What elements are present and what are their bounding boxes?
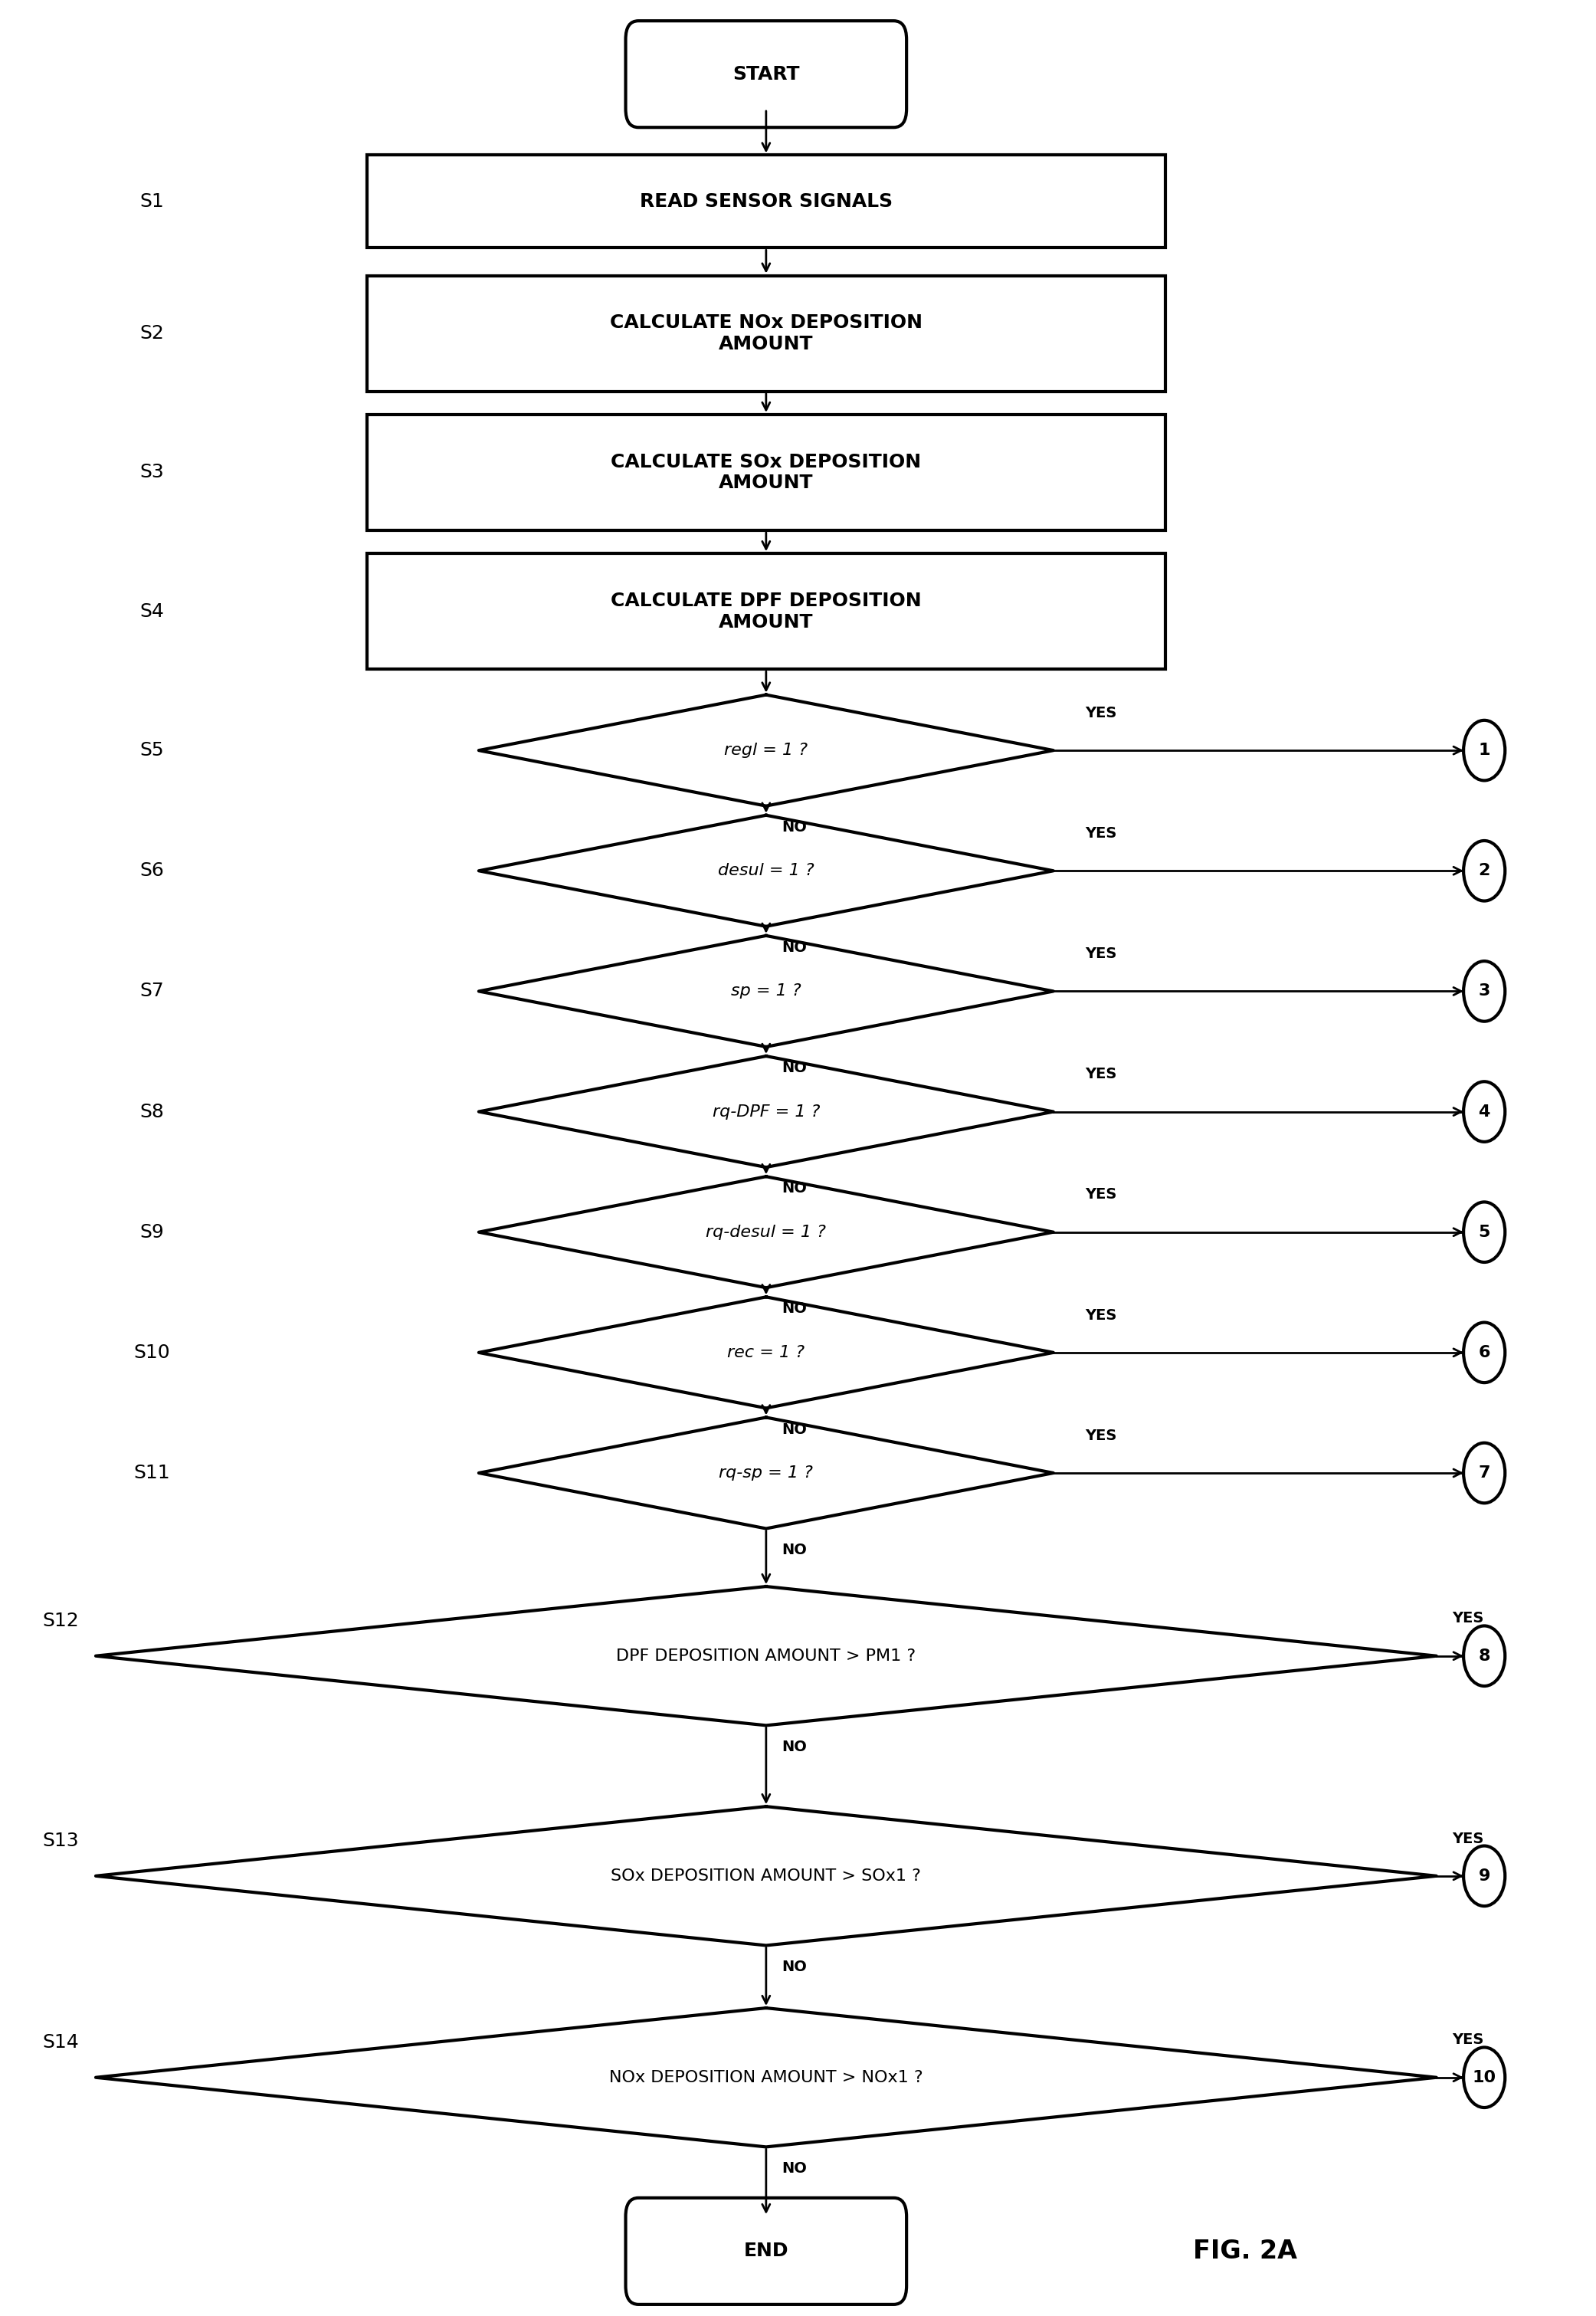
Circle shape (1464, 1443, 1505, 1503)
Text: YES: YES (1452, 2033, 1484, 2047)
Polygon shape (96, 1586, 1436, 1725)
Circle shape (1464, 1626, 1505, 1686)
Text: S1: S1 (139, 192, 164, 211)
Circle shape (1464, 1846, 1505, 1906)
Polygon shape (479, 1177, 1053, 1288)
Text: FIG. 2A: FIG. 2A (1192, 2240, 1298, 2263)
Circle shape (1464, 2047, 1505, 2108)
Text: 2: 2 (1478, 864, 1491, 878)
Text: S4: S4 (139, 602, 164, 621)
Polygon shape (479, 1297, 1053, 1408)
Text: END: END (744, 2242, 788, 2260)
Text: YES: YES (1085, 947, 1117, 961)
Text: S9: S9 (139, 1223, 164, 1241)
Text: NO: NO (782, 1739, 808, 1753)
Text: S14: S14 (43, 2033, 78, 2052)
Polygon shape (96, 1806, 1436, 1945)
Text: S6: S6 (139, 862, 164, 880)
Text: YES: YES (1085, 706, 1117, 720)
Text: CALCULATE SOx DEPOSITION
AMOUNT: CALCULATE SOx DEPOSITION AMOUNT (611, 452, 921, 493)
Text: SOx DEPOSITION AMOUNT > SOx1 ?: SOx DEPOSITION AMOUNT > SOx1 ? (611, 1869, 921, 1883)
Circle shape (1464, 841, 1505, 901)
Text: rec = 1 ?: rec = 1 ? (728, 1346, 804, 1359)
Text: DPF DEPOSITION AMOUNT > PM1 ?: DPF DEPOSITION AMOUNT > PM1 ? (616, 1649, 916, 1663)
Circle shape (1464, 1082, 1505, 1142)
Text: YES: YES (1452, 1832, 1484, 1846)
Text: 8: 8 (1478, 1649, 1491, 1663)
Text: regl = 1 ?: regl = 1 ? (725, 743, 808, 757)
Text: 7: 7 (1478, 1466, 1491, 1480)
Text: S10: S10 (134, 1343, 169, 1362)
Text: CALCULATE DPF DEPOSITION
AMOUNT: CALCULATE DPF DEPOSITION AMOUNT (611, 591, 921, 632)
Text: NO: NO (782, 1181, 808, 1195)
Text: 5: 5 (1478, 1225, 1491, 1239)
Text: 9: 9 (1478, 1869, 1491, 1883)
Text: 3: 3 (1478, 984, 1491, 998)
Polygon shape (479, 1056, 1053, 1167)
Text: NO: NO (782, 1422, 808, 1436)
Polygon shape (479, 1417, 1053, 1529)
Text: START: START (733, 65, 800, 83)
Text: YES: YES (1085, 1429, 1117, 1443)
Text: S11: S11 (134, 1464, 169, 1482)
Text: READ SENSOR SIGNALS: READ SENSOR SIGNALS (640, 192, 892, 211)
Text: YES: YES (1085, 1309, 1117, 1322)
Text: S13: S13 (43, 1832, 78, 1850)
Circle shape (1464, 961, 1505, 1021)
Text: rq-DPF = 1 ?: rq-DPF = 1 ? (712, 1105, 820, 1119)
Text: NO: NO (782, 820, 808, 834)
Text: NO: NO (782, 1542, 808, 1556)
Text: S8: S8 (139, 1102, 164, 1121)
Text: S12: S12 (43, 1612, 78, 1630)
Bar (367, 155, 1165, 248)
Polygon shape (479, 936, 1053, 1047)
Text: NOx DEPOSITION AMOUNT > NOx1 ?: NOx DEPOSITION AMOUNT > NOx1 ? (610, 2071, 922, 2084)
FancyBboxPatch shape (626, 2198, 907, 2304)
Text: YES: YES (1085, 827, 1117, 841)
Text: 6: 6 (1478, 1346, 1491, 1359)
Text: rq-desul = 1 ?: rq-desul = 1 ? (705, 1225, 827, 1239)
Text: NO: NO (782, 1959, 808, 1973)
Text: YES: YES (1452, 1612, 1484, 1626)
Text: 4: 4 (1478, 1105, 1491, 1119)
Text: NO: NO (782, 940, 808, 954)
Text: YES: YES (1085, 1188, 1117, 1202)
Text: sp = 1 ?: sp = 1 ? (731, 984, 801, 998)
Text: S2: S2 (139, 324, 164, 343)
Circle shape (1464, 1202, 1505, 1262)
Text: 10: 10 (1473, 2071, 1495, 2084)
FancyBboxPatch shape (626, 21, 907, 127)
Text: desul = 1 ?: desul = 1 ? (718, 864, 814, 878)
Text: YES: YES (1085, 1068, 1117, 1082)
Bar (367, 415, 1165, 530)
Text: S3: S3 (139, 463, 164, 482)
Polygon shape (96, 2008, 1436, 2147)
Text: CALCULATE NOx DEPOSITION
AMOUNT: CALCULATE NOx DEPOSITION AMOUNT (610, 313, 922, 354)
Text: 1: 1 (1478, 743, 1491, 757)
Text: NO: NO (782, 1061, 808, 1075)
Text: S7: S7 (139, 982, 164, 1001)
Circle shape (1464, 720, 1505, 780)
Text: NO: NO (782, 2161, 808, 2175)
Text: rq-sp = 1 ?: rq-sp = 1 ? (720, 1466, 812, 1480)
Text: S5: S5 (139, 741, 164, 760)
Bar (367, 554, 1165, 669)
Polygon shape (479, 815, 1053, 926)
Bar (367, 276, 1165, 391)
Text: NO: NO (782, 1302, 808, 1315)
Polygon shape (479, 695, 1053, 806)
Circle shape (1464, 1322, 1505, 1383)
